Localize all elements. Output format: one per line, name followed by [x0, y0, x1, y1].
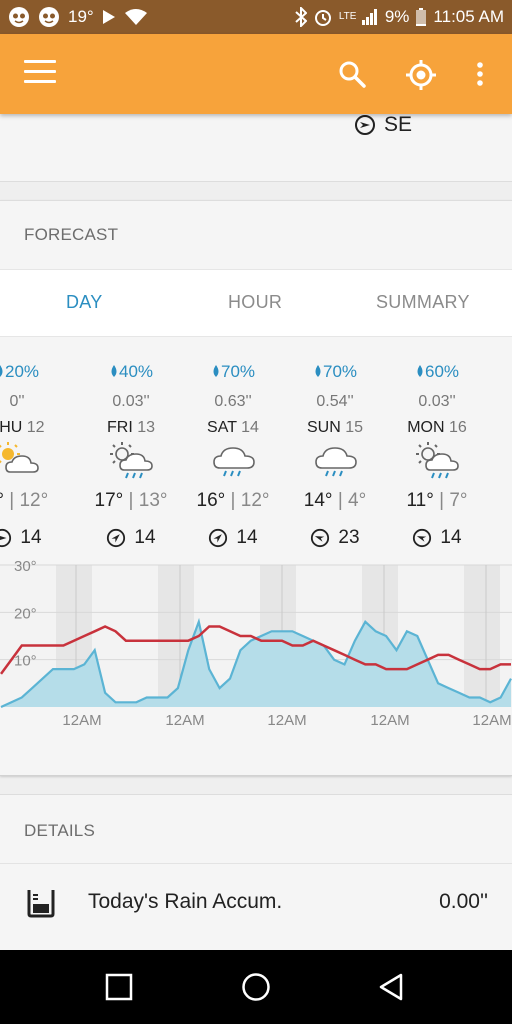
rain-drop-icon: [417, 365, 423, 377]
day-temps: 11° | 7°: [406, 490, 468, 511]
partly-sunny-rain-icon: [416, 442, 459, 479]
detail-label: Today's Rain Accum.: [88, 890, 283, 913]
precip-amount: 0.03'': [418, 393, 456, 410]
rain-drop-icon: [315, 365, 321, 377]
rain-drop-icon: [0, 365, 3, 377]
day-column[interactable]: 70% 0.54'' SUN 15 14° | 4° 23: [284, 337, 386, 557]
recent-apps-button[interactable]: [104, 972, 134, 1002]
menu-icon[interactable]: [24, 60, 56, 88]
home-button[interactable]: [240, 971, 272, 1003]
tab-hour[interactable]: HOUR: [228, 292, 283, 312]
chart-night-band: [464, 565, 500, 707]
day-name: FRI 13: [106, 419, 156, 436]
day-temps: 7° | 12°: [0, 490, 49, 511]
forecast-card: FORECAST DAY HOUR SUMMARY 20% 0'' THU 12…: [0, 200, 512, 776]
chart-y-tick: 10°: [14, 653, 37, 670]
day-column[interactable]: 60% 0.03'' MON 16 11° | 7° 14: [386, 337, 488, 557]
chart-x-tick: 12AM: [370, 712, 409, 729]
current-conditions-card: SE: [0, 113, 512, 182]
day-strip[interactable]: 20% 0'' THU 12 7° | 12° 14 40% 0.03'' FR…: [0, 337, 512, 557]
day-wind: 23: [284, 527, 386, 549]
wifi-icon: [124, 9, 147, 25]
wind-direction-icon: [209, 528, 228, 548]
wind-direction-icon: [413, 528, 432, 548]
app-notification-icon: [9, 7, 29, 27]
day-wind: 14: [386, 527, 488, 549]
temperature-line: [0, 625, 511, 675]
tab-summary[interactable]: SUMMARY: [376, 292, 470, 312]
rain-drop-icon: [213, 365, 219, 377]
day-name: MON 16: [407, 419, 467, 436]
precip-amount: 0'': [9, 393, 25, 410]
day-temps: 17° | 13°: [94, 490, 168, 511]
forecast-title: FORECAST: [24, 225, 119, 244]
precip-area: [1, 621, 511, 707]
chart-y-tick: 20°: [14, 605, 37, 622]
play-icon: [102, 10, 115, 24]
rain-cloud-icon: [315, 447, 357, 477]
forecast-tabs: DAY HOUR SUMMARY: [0, 269, 512, 337]
day-wind: 14: [80, 527, 182, 549]
precip-chance: 70%: [284, 362, 386, 382]
wind-direction-label: SE: [384, 113, 413, 136]
chart-x-tick: 12AM: [472, 712, 511, 729]
partly-sunny-icon: [0, 442, 39, 473]
day-column[interactable]: 20% 0'' THU 12 7° | 12° 14: [0, 337, 68, 557]
partly-sunny-rain-icon: [110, 442, 153, 479]
day-name: THU 12: [0, 419, 45, 436]
day-temps: 14° | 4°: [303, 490, 367, 511]
location-icon[interactable]: [404, 58, 438, 92]
battery-icon: [416, 8, 427, 26]
rain-cloud-icon: [213, 447, 255, 477]
app-bar: [0, 34, 512, 114]
day-name: SUN 15: [306, 419, 364, 436]
alarm-icon: [314, 10, 331, 26]
details-card: DETAILS Today's Rain Accum. 0.00'': [0, 794, 512, 950]
detail-row-rain-accum[interactable]: Today's Rain Accum. 0.00'': [0, 863, 512, 943]
details-title: DETAILS: [24, 821, 95, 840]
more-options-icon[interactable]: [470, 58, 490, 92]
day-column[interactable]: 70% 0.63'' SAT 14 16° | 12° 14: [182, 337, 284, 557]
forecast-chart[interactable]: 30° 20° 10° 12AM 12AM 12AM 12AM 12AM: [0, 557, 512, 737]
precip-chance: 60%: [386, 362, 488, 382]
precip-amount: 0.54'': [316, 393, 354, 410]
navigation-bar: [0, 950, 512, 1024]
wind-direction-icon: [355, 115, 375, 135]
wind-direction: SE: [354, 113, 413, 136]
chart-x-tick: 12AM: [267, 712, 306, 729]
status-bar: 19° LTE 9% 11:05 AM: [0, 0, 512, 34]
chart-y-tick: 30°: [14, 558, 37, 575]
chart-x-tick: 12AM: [165, 712, 204, 729]
battery-percent: 9%: [384, 7, 410, 26]
precip-chance: 40%: [80, 362, 182, 382]
chart-x-tick: 12AM: [62, 712, 101, 729]
precip-amount: 0.63'': [214, 393, 252, 410]
status-temperature: 19°: [68, 7, 94, 26]
wind-direction-icon: [107, 528, 126, 548]
clock: 11:05 AM: [433, 7, 504, 26]
day-wind: 14: [0, 527, 68, 549]
day-temps: 16° | 12°: [196, 490, 270, 511]
day-name: SAT 14: [207, 419, 259, 436]
rain-drop-icon: [111, 365, 117, 377]
network-type: LTE: [338, 11, 357, 22]
wind-direction-icon: [311, 528, 330, 548]
app-notification-icon: [39, 7, 59, 27]
wind-direction-icon: [0, 528, 12, 548]
precip-chance: 70%: [182, 362, 284, 382]
precip-amount: 0.03'': [112, 393, 150, 410]
precip-chance: 20%: [0, 362, 68, 382]
rain-gauge-icon: [27, 890, 55, 918]
bluetooth-icon: [295, 7, 307, 27]
day-wind: 14: [182, 527, 284, 549]
back-button[interactable]: [376, 971, 406, 1003]
signal-icon: [361, 9, 377, 25]
search-icon[interactable]: [336, 58, 368, 90]
tab-day[interactable]: DAY: [66, 292, 103, 312]
day-column[interactable]: 40% 0.03'' FRI 13 17° | 13° 14: [80, 337, 182, 557]
detail-value: 0.00'': [439, 890, 488, 913]
